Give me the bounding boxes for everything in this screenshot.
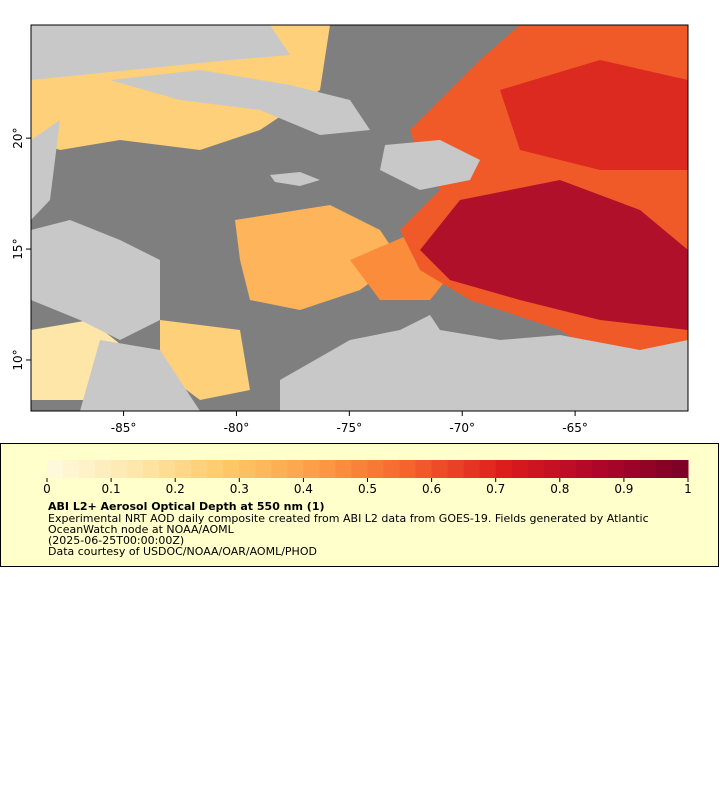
legend-title: ABI L2+ Aerosol Optical Depth at 550 nm … xyxy=(48,500,325,513)
legend-line: Experimental NRT AOD daily composite cre… xyxy=(48,512,649,525)
x-tick-label: -85° xyxy=(111,421,137,435)
colorbar-tick-label: 0.4 xyxy=(294,482,313,496)
colorbar-tick-label: 0.8 xyxy=(550,482,569,496)
colorbar-segment xyxy=(47,460,64,478)
x-tick-label: -80° xyxy=(224,421,250,435)
colorbar-segment xyxy=(191,460,208,478)
colorbar-tick-label: 0.7 xyxy=(486,482,505,496)
legend-line: Data courtesy of USDOC/NOAA/OAR/AOML/PHO… xyxy=(48,545,317,558)
colorbar-segment xyxy=(63,460,80,478)
colorbar-segment xyxy=(415,460,433,478)
colorbar-tick-label: 0.1 xyxy=(102,482,121,496)
land xyxy=(270,172,320,186)
x-tick-label: -75° xyxy=(337,421,363,435)
land xyxy=(380,140,480,190)
aerosol-field xyxy=(235,205,400,310)
land xyxy=(80,340,200,411)
colorbar-segment xyxy=(591,460,609,478)
colorbar-tick-label: 0.3 xyxy=(230,482,249,496)
colorbar-segment xyxy=(319,460,336,478)
colorbar-segment xyxy=(223,460,240,478)
colorbar-tick-label: 0 xyxy=(43,482,51,496)
colorbar-segment xyxy=(79,460,96,478)
map-frame xyxy=(30,24,689,412)
colorbar-segment xyxy=(271,460,288,478)
colorbar-segment xyxy=(303,460,320,478)
colorbar-segment xyxy=(543,460,561,478)
map-axes: -85° -80° -75° -70° -65° 10° 15° 20° xyxy=(11,127,588,435)
colorbar-segment xyxy=(527,460,545,478)
colorbar-segment xyxy=(255,460,272,478)
x-tick-label: -70° xyxy=(449,421,475,435)
colorbar-tick-label: 1 xyxy=(684,482,692,496)
colorbar-segment xyxy=(383,460,401,478)
y-tick-label: 20° xyxy=(11,127,25,148)
colorbar-segment xyxy=(287,460,304,478)
land xyxy=(280,315,688,411)
land xyxy=(110,70,370,135)
colorbar-segment xyxy=(335,460,352,478)
colorbar-segment xyxy=(159,460,176,478)
colorbar-segment xyxy=(143,460,160,478)
aerosol-field xyxy=(160,320,250,400)
colorbar-tick-label: 0.5 xyxy=(358,482,377,496)
y-tick-label: 10° xyxy=(11,349,25,370)
colorbar-segment xyxy=(239,460,256,478)
colorbar-segment xyxy=(95,460,112,478)
legend-line: OceanWatch node at NOAA/AOML xyxy=(48,523,235,536)
colorbar-segment xyxy=(127,460,144,478)
colorbar-segment xyxy=(175,460,192,478)
colorbar-segment xyxy=(495,460,513,478)
colorbar-segment xyxy=(351,460,368,478)
land xyxy=(31,120,60,220)
y-tick-label: 15° xyxy=(11,238,25,259)
colorbar-segment xyxy=(671,460,689,478)
colorbar: 0 0.1 0.2 0.3 0.4 0.5 0.6 0.7 0.8 0.9 1 xyxy=(43,460,692,496)
land xyxy=(31,220,160,340)
colorbar-segment xyxy=(623,460,641,478)
colorbar-segment xyxy=(431,460,449,478)
colorbar-tick-label: 0.6 xyxy=(422,482,441,496)
colorbar-tick-label: 0.2 xyxy=(166,482,185,496)
colorbar-segment xyxy=(367,460,385,478)
map-imagery xyxy=(31,25,688,411)
legend-line: (2025-06-25T00:00:00Z) xyxy=(48,534,184,547)
aerosol-field xyxy=(500,60,688,170)
colorbar-segment xyxy=(111,460,128,478)
colorbar-segment xyxy=(607,460,625,478)
colorbar-segment xyxy=(399,460,417,478)
land xyxy=(31,25,290,80)
colorbar-segment xyxy=(639,460,657,478)
colorbar-tick-label: 0.9 xyxy=(614,482,633,496)
colorbar-segment xyxy=(479,460,497,478)
aerosol-field xyxy=(420,180,688,330)
colorbar-segment xyxy=(559,460,577,478)
colorbar-segment xyxy=(575,460,593,478)
colorbar-segment xyxy=(207,460,224,478)
colorbar-segment xyxy=(655,460,673,478)
colorbar-segment xyxy=(511,460,529,478)
x-tick-label: -65° xyxy=(562,421,588,435)
colorbar-segment xyxy=(463,460,481,478)
colorbar-segment xyxy=(447,460,465,478)
